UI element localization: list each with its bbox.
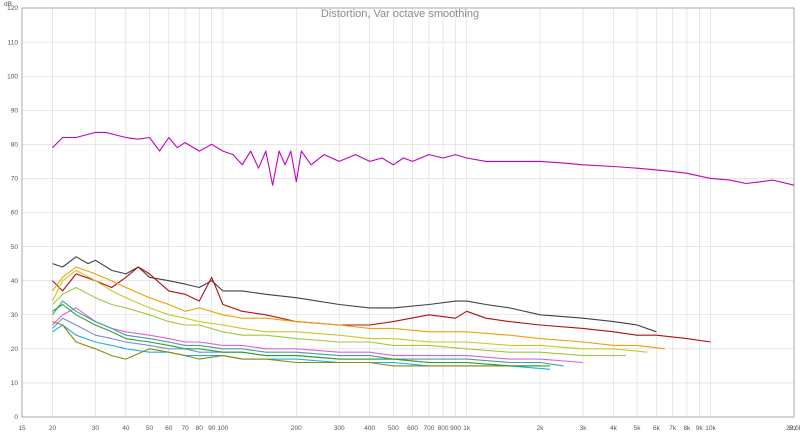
- y-tick-label: 100: [7, 73, 18, 80]
- x-tick-label: 300: [334, 425, 345, 432]
- x-tick-label: 400: [364, 425, 375, 432]
- y-tick-label: 40: [11, 278, 19, 285]
- plot-frame: [21, 7, 795, 418]
- x-tick-label: 500: [388, 425, 399, 432]
- x-tick-label: 100: [217, 425, 228, 432]
- series-line: [52, 131, 795, 186]
- x-tick-label: 200: [291, 425, 302, 432]
- x-tick-label: 7k: [669, 425, 677, 432]
- x-tick-label: 600: [407, 425, 418, 432]
- x-tick-label: 700: [423, 425, 434, 432]
- series-line: [52, 321, 541, 367]
- y-tick-label: 50: [11, 244, 19, 251]
- y-tick-label: 90: [11, 107, 19, 114]
- y-tick-label: 60: [11, 210, 19, 217]
- x-tick-label: 60: [165, 425, 173, 432]
- x-tick-label: 20: [49, 425, 57, 432]
- x-tick-label: 3k: [580, 425, 588, 432]
- x-tick-label: 2k: [537, 425, 545, 432]
- y-tick-label: 10: [11, 380, 19, 387]
- series-line: [52, 269, 648, 353]
- series-line: [52, 303, 551, 367]
- x-tick-label: 30: [92, 425, 100, 432]
- x-axis-unit: Hz: [789, 425, 797, 432]
- y-tick-label: 20: [11, 346, 19, 353]
- x-tick-label: 8k: [683, 425, 691, 432]
- y-axis-tick-labels: 0 10 20 30 40 50 60 70 80 90 100 110 120: [7, 5, 18, 421]
- y-tick-label: 120: [7, 5, 18, 12]
- x-tick-label: 70: [181, 425, 189, 432]
- chart-title: Distortion, Var octave smoothing: [321, 8, 479, 20]
- y-tick-label: 80: [11, 142, 19, 149]
- y-tick-label: 110: [8, 39, 19, 46]
- y-tick-label: 70: [11, 176, 19, 183]
- x-tick-label: 40: [122, 425, 130, 432]
- series-lines: [52, 131, 795, 370]
- series-line: [52, 266, 665, 350]
- x-tick-label: 15: [18, 425, 26, 432]
- y-tick-label: 0: [14, 414, 18, 421]
- x-tick-label: 90: [208, 425, 216, 432]
- x-axis-tick-labels: 15 20 30 40 50 60 70 80 90 100 200 300 400 500 600 700 8…: [18, 425, 800, 432]
- x-tick-label: 5k: [634, 425, 642, 432]
- x-tick-label: 80: [196, 425, 204, 432]
- x-tick-label: 900: [450, 425, 461, 432]
- x-tick-label: 800: [438, 425, 449, 432]
- y-axis-unit: dB: [4, 1, 12, 8]
- series-line: [52, 300, 564, 367]
- series-line: [52, 256, 657, 333]
- x-tick-label: 50: [146, 425, 154, 432]
- x-tick-label: 6k: [653, 425, 661, 432]
- x-tick-label: 22.0k: [786, 425, 800, 432]
- y-tick-label: 30: [11, 312, 19, 319]
- series-line: [52, 286, 626, 357]
- x-tick-label: 10k: [705, 425, 716, 432]
- x-tick-label: 1k: [463, 425, 471, 432]
- x-tick-label: 4k: [610, 425, 618, 432]
- x-tick-label: 9k: [696, 425, 704, 432]
